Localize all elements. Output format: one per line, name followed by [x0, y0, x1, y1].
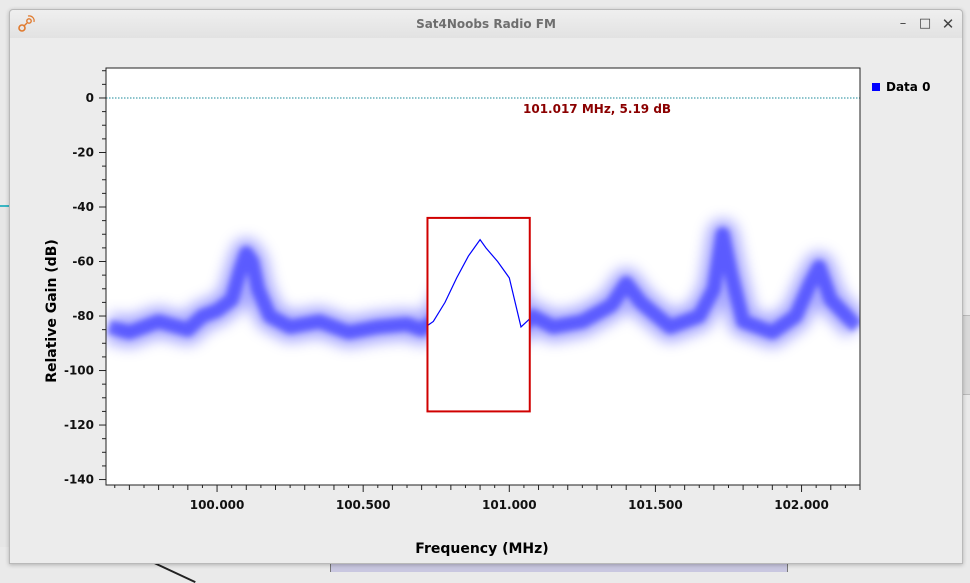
y-axis-title: Relative Gain (dB) [44, 239, 60, 383]
x-tick-label: 101.500 [628, 498, 683, 512]
legend[interactable]: Data 0 [872, 80, 930, 94]
x-tick-label: 102.000 [774, 498, 829, 512]
title-bar[interactable]: Sat4Noobs Radio FM – □ ✕ [10, 10, 962, 38]
legend-label: Data 0 [886, 80, 931, 94]
plot-frame [105, 67, 861, 486]
app-logo-icon [18, 15, 35, 32]
highlight-background [427, 217, 530, 412]
y-tick-label: -20 [72, 145, 94, 159]
window-title: Sat4Noobs Radio FM [416, 17, 556, 31]
y-tick-label: -100 [64, 364, 94, 378]
legend-swatch [872, 83, 880, 91]
x-tick-label: 101.000 [482, 498, 537, 512]
x-tick-label: 100.000 [190, 498, 245, 512]
y-tick-label: -60 [72, 255, 94, 269]
app-window: Sat4Noobs Radio FM – □ ✕ 0 -20 -40 -60 -80 -1… [9, 9, 963, 564]
y-tick-label: 0 [86, 91, 94, 105]
y-tick-label: -140 [64, 473, 94, 487]
y-tick-label: -40 [72, 200, 94, 214]
y-tick-label: -120 [64, 418, 94, 432]
y-tick-label: -80 [72, 309, 94, 323]
frequency-plot[interactable]: 0 -20 -40 -60 -80 -100 -120 -140 100.000 100.500 1… [10, 38, 962, 563]
series-line-data-0 [427, 238, 530, 329]
x-tick-label: 100.500 [336, 498, 391, 512]
maximize-button[interactable]: □ [918, 16, 932, 31]
close-button[interactable]: ✕ [941, 15, 955, 33]
minimize-button[interactable]: – [899, 16, 907, 31]
x-axis-title: Frequency (MHz) [415, 541, 549, 557]
marker-readout: 101.017 MHz, 5.19 dB [523, 102, 672, 116]
highlight-box [426, 216, 531, 413]
plot-area-container: 0 -20 -40 -60 -80 -100 -120 -140 100.000 100.500 1… [10, 38, 962, 563]
